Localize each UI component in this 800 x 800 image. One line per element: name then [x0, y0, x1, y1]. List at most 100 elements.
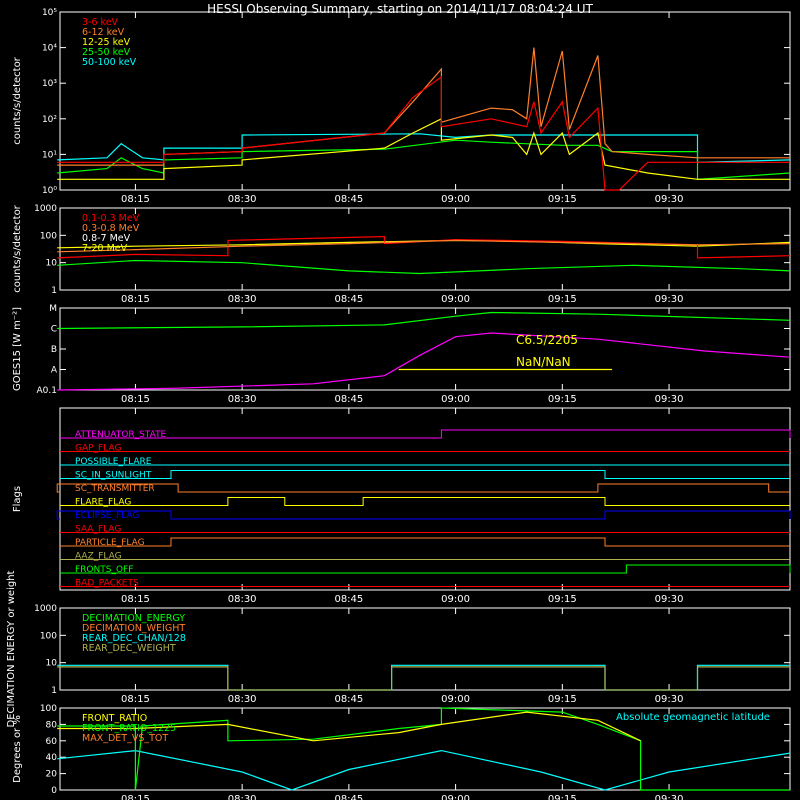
- legend-entry: MAX_DET_VS_TOT: [82, 733, 168, 744]
- flag-label: AAZ_FLAG: [75, 552, 122, 562]
- y-tick-label: 1: [51, 686, 57, 696]
- time-tick-label: 09:15: [548, 294, 577, 305]
- time-tick-label: 09:00: [441, 294, 470, 305]
- flag-line: [60, 537, 790, 547]
- flag-label: ATTENUATOR_STATE: [75, 430, 167, 440]
- time-tick-label: 08:15: [121, 694, 150, 705]
- flag-label: FLARE_FLAG: [75, 498, 131, 508]
- flag-label: ECLIPSE_FLAG: [75, 511, 139, 521]
- y-tick-label: 10⁵: [42, 8, 57, 18]
- series-line-1: [57, 664, 790, 691]
- time-tick-label: 09:15: [548, 394, 577, 405]
- y-tick-label: 10¹: [42, 150, 57, 160]
- legend-entry: 12-25 keV: [82, 37, 131, 48]
- y-axis-label: Degrees or %: [12, 715, 23, 783]
- flag-line: [60, 497, 790, 506]
- y-tick-label: A: [51, 366, 58, 376]
- y-tick-label: C: [51, 325, 57, 335]
- panel-3: 08:15 08:30 08:45 09:00 09:15 09:30 GOES15 [W …: [12, 304, 791, 405]
- flag-line: [60, 564, 791, 574]
- time-tick-label: 09:30: [655, 294, 684, 305]
- y-tick-label: 100: [40, 231, 57, 241]
- series-line-5: [57, 75, 790, 191]
- time-tick-label: 08:30: [228, 694, 257, 705]
- time-tick-label: 09:00: [441, 694, 470, 705]
- time-tick-label: 08:30: [228, 194, 257, 205]
- time-tick-label: 08:30: [228, 794, 257, 800]
- time-tick-label: 09:15: [548, 194, 577, 205]
- panel-1: 08:15 08:30 08:45 09:00 09:15 09:30 counts/s/d…: [12, 8, 791, 205]
- series-line-3: [57, 117, 790, 180]
- panel-frame: [59, 11, 791, 191]
- flag-line: [60, 429, 791, 439]
- legend-entry: 3-6 keV: [82, 17, 119, 28]
- series-line-1: [57, 311, 791, 330]
- y-axis-label: counts/s/detector: [12, 56, 23, 144]
- y-tick-label: 1000: [34, 604, 57, 614]
- legend-entry: 0.8-7 MeV: [82, 233, 131, 244]
- time-tick-label: 08:45: [334, 594, 363, 605]
- y-axis-label: GOES15 [W m⁻²]: [12, 307, 23, 391]
- series-line-3: [57, 711, 641, 742]
- time-tick-label: 09:15: [548, 794, 577, 800]
- legend-entry: REAR_DEC_WEIGHT: [82, 643, 176, 654]
- y-tick-label: 10: [46, 259, 58, 269]
- flag-line: [56, 483, 790, 493]
- annotation-text: NaN/NaN: [516, 355, 571, 369]
- time-tick-label: 08:30: [228, 594, 257, 605]
- y-tick-label: 10⁴: [42, 44, 57, 54]
- time-tick-label: 08:15: [121, 294, 150, 305]
- time-tick-label: 08:45: [334, 694, 363, 705]
- time-tick-label: 09:00: [441, 394, 470, 405]
- legend-entry: 0.1-0.3 MeV: [82, 213, 140, 224]
- panel-5: 08:15 08:30 08:45 09:00 09:15 09:30 DECIMATION…: [6, 570, 791, 727]
- time-tick-label: 08:30: [228, 294, 257, 305]
- series-line-2: [57, 139, 791, 180]
- y-tick-label: A0.1: [37, 386, 57, 396]
- panel-4: 08:15 08:30 08:45 09:00 09:15 09:30 Flags ATTEN…: [12, 407, 791, 605]
- time-tick-label: 09:30: [655, 694, 684, 705]
- y-tick-label: 10²: [42, 115, 57, 125]
- panel-6: 08:15 08:30 08:45 09:00 09:15 09:30 Degrees or…: [12, 704, 791, 800]
- time-tick-label: 08:15: [121, 794, 150, 800]
- y-axis-label: Flags: [12, 486, 23, 512]
- panel-frame: [59, 407, 791, 591]
- flag-label: BAD_PACKETS: [75, 579, 139, 589]
- flag-line: [60, 470, 790, 479]
- legend-entry: 6-12 keV: [82, 27, 125, 38]
- time-tick-label: 08:15: [121, 194, 150, 205]
- flag-label: PARTICLE_FLAG: [75, 538, 145, 548]
- flag-label: SC_IN_SUNLIGHT: [75, 471, 152, 481]
- time-tick-label: 08:30: [228, 394, 257, 405]
- y-tick-label: M: [49, 304, 57, 314]
- panel-frame: [59, 607, 791, 691]
- time-tick-label: 09:15: [548, 594, 577, 605]
- legend-entry: DECIMATION_ENERGY: [82, 613, 185, 624]
- flag-label: SAA_FLAG: [75, 525, 121, 535]
- flag-line: [56, 510, 791, 520]
- legend-entry: FRONT_RATIO: [82, 713, 147, 724]
- legend-entry: 25-50 keV: [82, 47, 131, 58]
- series-line-1: [57, 259, 791, 275]
- time-tick-label: 09:00: [441, 594, 470, 605]
- legend-entry: FRONT_RATIO_1225: [82, 723, 176, 734]
- y-tick-label: 100: [40, 704, 57, 714]
- y-tick-label: 10³: [42, 79, 57, 89]
- time-tick-label: 08:45: [334, 294, 363, 305]
- y-tick-label: 20: [46, 770, 58, 780]
- time-tick-label: 09:30: [655, 194, 684, 205]
- legend-entry: 0.3-0.8 MeV: [82, 223, 140, 234]
- time-tick-label: 08:15: [121, 394, 150, 405]
- y-tick-label: 80: [46, 720, 58, 730]
- annotation-text: Absolute geomagnetic latitude: [616, 712, 770, 723]
- legend-entry: 50-100 keV: [82, 57, 137, 68]
- series-line-1: [57, 749, 791, 791]
- legend-entry: REAR_DEC_CHAN/128: [82, 633, 186, 644]
- legend-entry: 7-20 MeV: [82, 243, 128, 254]
- y-axis-label: counts/s/detector: [12, 204, 23, 292]
- time-tick-label: 09:15: [548, 694, 577, 705]
- annotation-text: C6.5/2205: [516, 333, 578, 347]
- panel-2: 08:15 08:30 08:45 09:00 09:15 09:30 counts/s/d…: [12, 204, 791, 305]
- panel-frame: [59, 707, 791, 791]
